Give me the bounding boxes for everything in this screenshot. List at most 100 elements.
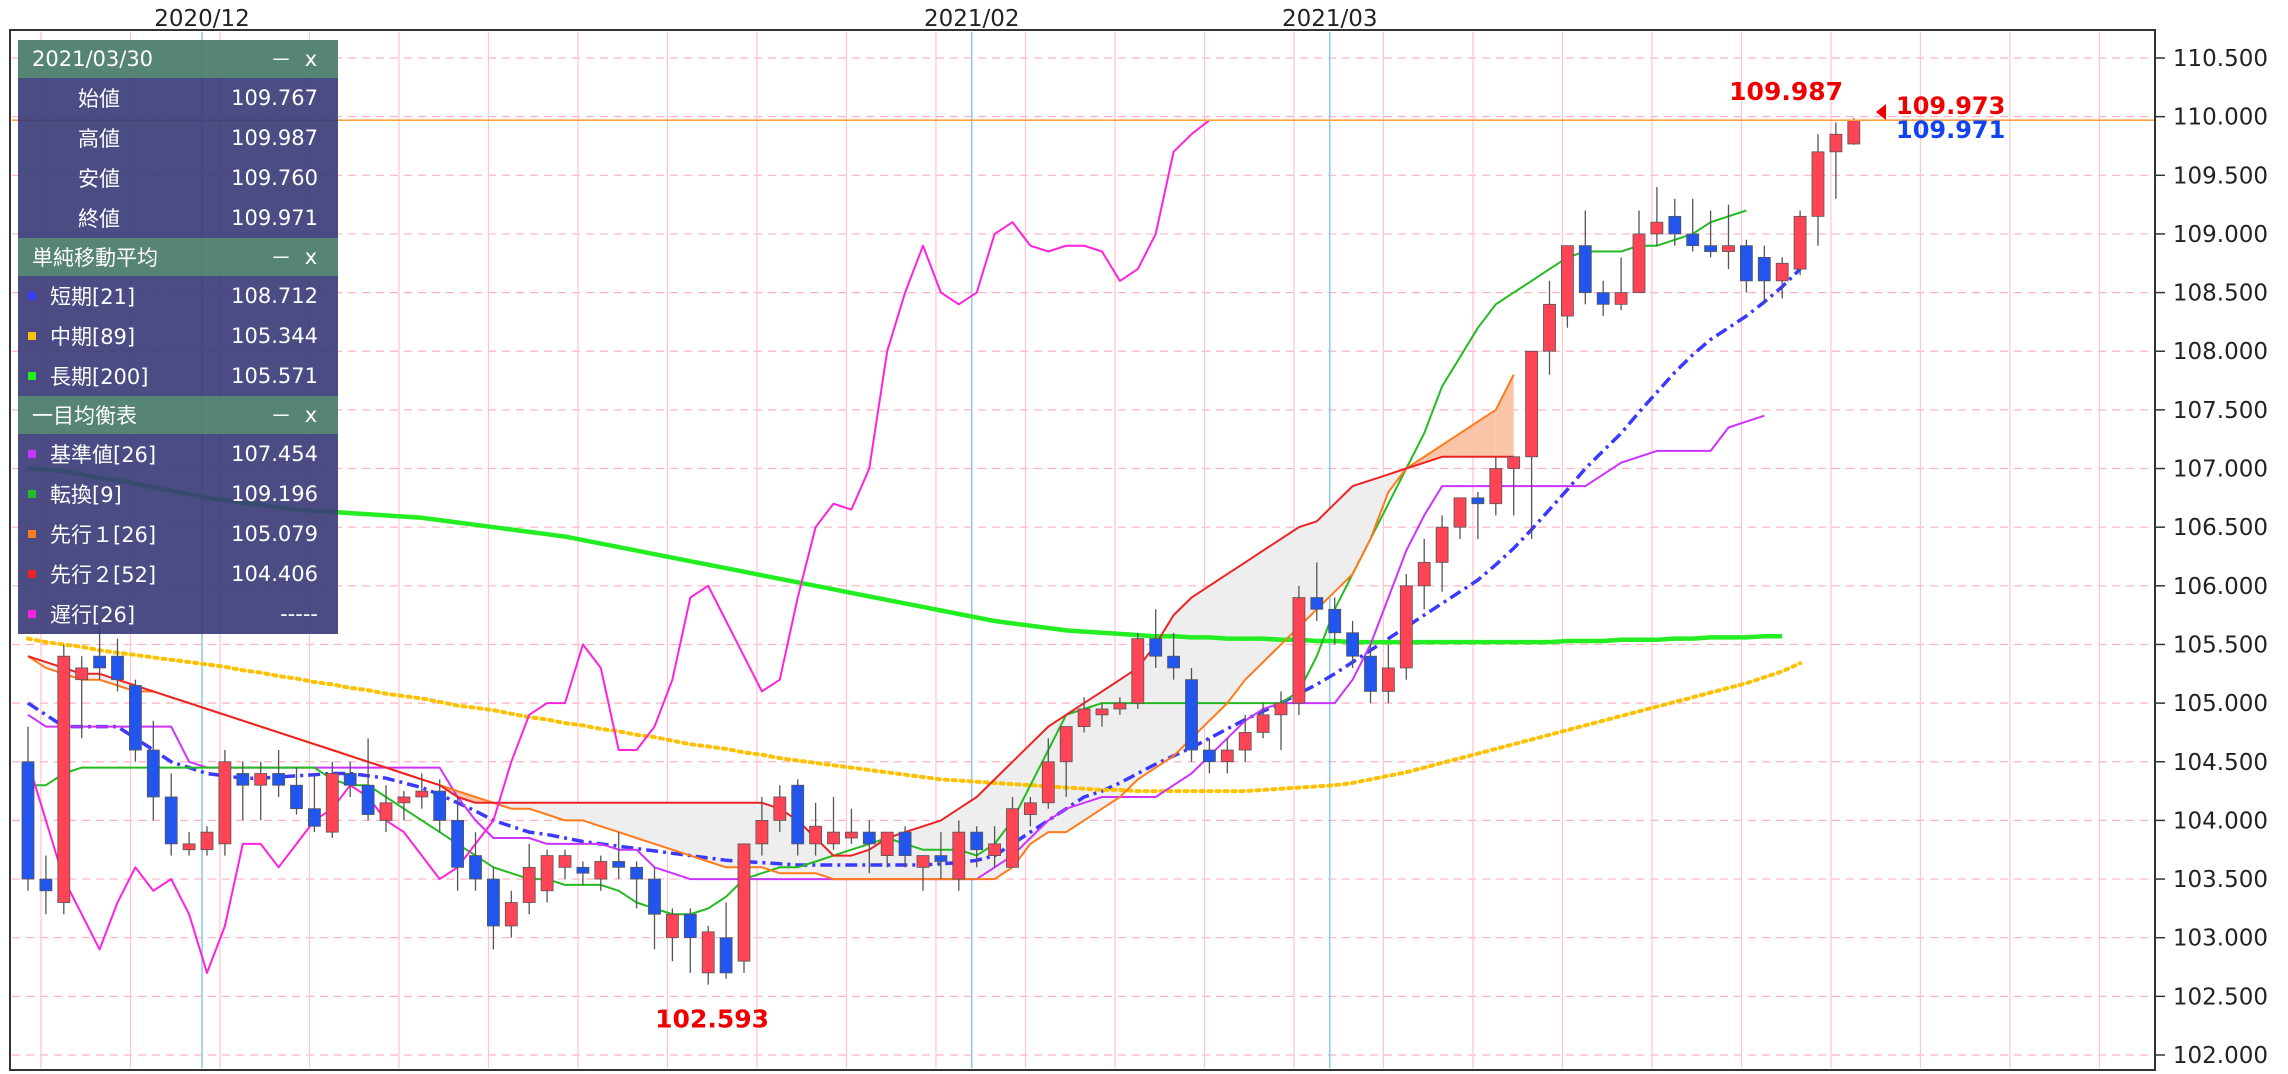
candle-body	[379, 802, 393, 821]
candle-body	[1149, 638, 1163, 657]
y-tick-label: 102.500	[2173, 984, 2268, 1010]
panel-row: 始値 109.767	[18, 78, 338, 118]
candle-body	[433, 790, 447, 821]
close-button[interactable]: x	[304, 47, 318, 71]
panel-row: 終値 109.971	[18, 198, 338, 238]
series-color-swatch	[28, 332, 36, 340]
y-tick-label: 106.500	[2173, 515, 2268, 541]
candle-body	[218, 761, 232, 845]
panel-row-value: 109.760	[231, 166, 318, 190]
candle-body	[146, 749, 160, 798]
sma-rows: 短期[21] 108.712 中期[89] 105.344 長期[200] 105.571	[18, 276, 338, 396]
candle-body	[1757, 256, 1771, 282]
candles	[21, 118, 1861, 985]
minimize-button[interactable]: －	[270, 404, 292, 428]
kumo-segment	[851, 849, 870, 880]
candle-body	[952, 831, 966, 880]
x-month-label: 2021/03	[1282, 6, 1378, 32]
panel-row-value: -----	[280, 602, 318, 626]
candle-body	[1113, 702, 1127, 710]
candle-body	[486, 878, 500, 927]
panel-row-label: 始値	[78, 87, 120, 111]
candle-body	[182, 843, 196, 851]
kumo-segment	[1316, 503, 1335, 610]
series-line	[27, 455, 1514, 857]
candle-body	[1722, 245, 1735, 252]
close-button[interactable]: x	[304, 245, 318, 269]
candle-body	[1704, 245, 1717, 252]
minimize-button[interactable]: －	[270, 48, 292, 72]
sma-title: 単純移動平均	[32, 246, 158, 270]
panel-row-label: 先行１[26]	[50, 523, 157, 547]
kumo-segment	[1477, 409, 1496, 457]
candle-body	[1686, 233, 1700, 247]
close-button[interactable]: x	[304, 403, 318, 427]
y-tick-label: 109.500	[2173, 163, 2268, 189]
kumo-segment	[1263, 538, 1281, 663]
candle-body	[630, 866, 643, 880]
series-color-swatch	[28, 490, 36, 498]
candle-body	[504, 902, 518, 927]
candle-body	[451, 820, 465, 868]
y-tick-label: 109.000	[2173, 222, 2268, 248]
y-tick-label: 108.500	[2173, 281, 2268, 307]
ohlc-rows: 始値 109.767 高値 109.987 安値 109.760 終値 109.971	[18, 78, 338, 238]
candle-body	[773, 796, 787, 821]
candle-body	[1220, 749, 1234, 763]
panel-row: 先行２[52] 104.406	[18, 554, 338, 594]
candle-body	[988, 843, 1001, 857]
kumo-segment	[1370, 474, 1389, 539]
candle-body	[862, 831, 876, 845]
candle-body	[1578, 245, 1592, 293]
y-tick-label: 105.500	[2173, 632, 2268, 658]
candle-body	[93, 655, 106, 669]
candle-body	[1328, 608, 1342, 634]
price-tag-ask: 109.973	[1896, 92, 2005, 120]
extreme-price-label: 109.987	[1729, 77, 1843, 106]
candle-body	[1041, 761, 1055, 804]
panel-row-label: 安値	[78, 167, 120, 191]
candle-body	[1793, 215, 1807, 270]
panel-row-value: 108.712	[231, 284, 318, 308]
candle-body	[111, 655, 124, 681]
sma-header: 単純移動平均 － x	[18, 238, 338, 276]
minimize-button[interactable]: －	[270, 246, 292, 270]
info-panel: 2021/03/30 － x 始値 109.767 高値 109.987 安値 109.7…	[18, 40, 338, 634]
ichimoku-rows: 基準値[26] 107.454 転換[9] 109.196 先行１[26] 105.079…	[18, 434, 338, 634]
candle-body	[737, 843, 751, 962]
candle-body	[522, 866, 536, 903]
candle-body	[272, 773, 286, 786]
y-tick-label: 104.000	[2173, 808, 2268, 834]
candle-body	[39, 878, 53, 892]
panel-row-label: 短期[21]	[50, 285, 136, 309]
kumo-segment	[1460, 421, 1478, 457]
kumo-segment	[672, 802, 691, 856]
y-tick-label: 102.000	[2173, 1043, 2268, 1069]
panel-row: 短期[21] 108.712	[18, 276, 338, 316]
panel-row-label: 転換[9]	[50, 483, 122, 507]
panel-row: 中期[89] 105.344	[18, 316, 338, 356]
candle-body	[666, 913, 679, 939]
candle-body	[397, 796, 411, 804]
panel-row: 長期[200] 105.571	[18, 356, 338, 396]
candle-body	[612, 861, 626, 868]
candle-body	[683, 913, 697, 939]
kumo-segment	[600, 802, 619, 833]
candle-body	[845, 831, 858, 839]
candle-body	[594, 861, 608, 880]
candle-body	[1238, 732, 1252, 751]
series-line	[27, 119, 1211, 974]
candle-body	[1095, 708, 1109, 716]
kumo-segment	[1424, 445, 1443, 463]
candle-body	[1006, 808, 1019, 868]
panel-row: 遅行[26] -----	[18, 594, 338, 634]
indicator-lines	[26, 119, 1803, 974]
series-color-swatch	[28, 292, 36, 300]
panel-row-value: 105.571	[231, 364, 318, 388]
candle-body	[1203, 749, 1216, 763]
candle-body	[898, 831, 912, 856]
panel-row: 転換[9] 109.196	[18, 474, 338, 514]
candle-body	[719, 937, 733, 974]
